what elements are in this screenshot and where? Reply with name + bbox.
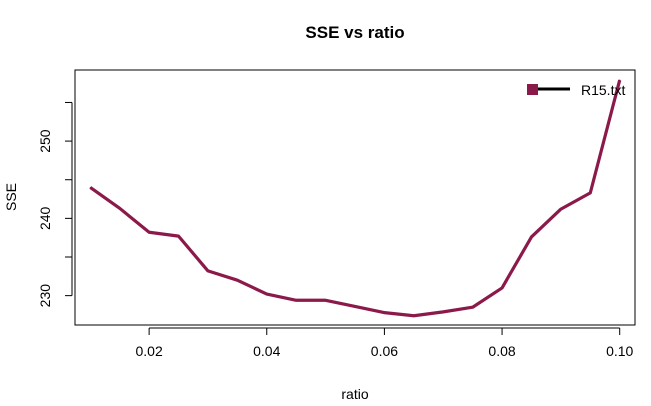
series-line [89, 79, 622, 318]
data-point [325, 299, 327, 301]
data-point [89, 186, 91, 188]
x-tick-label: 0.06 [371, 343, 398, 359]
legend: R15.txt [527, 82, 625, 98]
data-point [413, 315, 415, 317]
data-point [589, 192, 591, 194]
data-point [560, 208, 562, 210]
data-point [619, 79, 621, 81]
data-point [266, 293, 268, 295]
data-point [442, 311, 444, 313]
x-tick-label: 0.02 [135, 343, 162, 359]
y-tick-label: 250 [37, 129, 53, 153]
data-point [530, 236, 532, 238]
y-axis: 230 240 250 [37, 101, 73, 308]
legend-square-swatch [527, 84, 538, 95]
x-tick-label: 0.04 [253, 343, 280, 359]
data-point [236, 279, 238, 281]
data-point [295, 299, 297, 301]
y-axis-label: SSE [3, 183, 19, 211]
legend-series-label: R15.txt [581, 82, 625, 98]
data-point [354, 305, 356, 307]
data-point [472, 306, 474, 308]
x-tick-label: 0.08 [488, 343, 515, 359]
x-tick-label: 0.10 [606, 343, 633, 359]
series-layer [89, 79, 622, 318]
x-axis: 0.02 0.04 0.06 0.08 0.10 [135, 327, 634, 359]
data-point [178, 235, 180, 237]
data-point [119, 207, 121, 209]
chart-title: SSE vs ratio [305, 23, 404, 42]
data-point [383, 312, 385, 314]
x-axis-label: ratio [341, 386, 368, 402]
data-point [207, 270, 209, 272]
y-tick-label: 240 [37, 206, 53, 230]
plot-frame [74, 69, 636, 326]
y-tick-label: 230 [37, 284, 53, 308]
data-point [148, 231, 150, 233]
data-point [501, 287, 503, 289]
